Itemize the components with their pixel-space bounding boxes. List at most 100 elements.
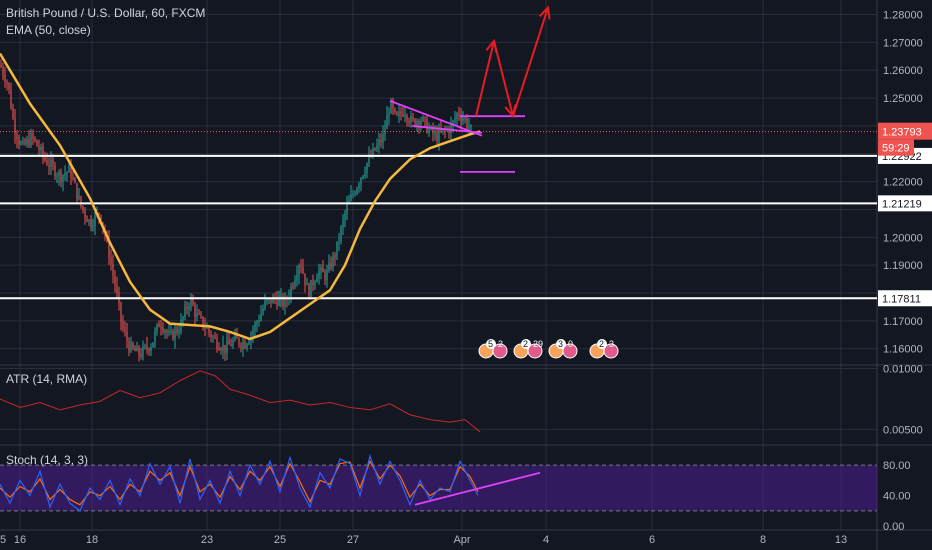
candle-body — [196, 313, 198, 317]
candle-body — [264, 300, 266, 309]
support-price-tag — [878, 195, 932, 212]
event-marker-bubble — [486, 339, 496, 349]
candle-body — [344, 212, 346, 220]
candle-body — [154, 331, 156, 343]
candle-body — [416, 120, 418, 126]
candle-body — [222, 344, 224, 351]
candle-body — [394, 108, 396, 113]
candle-body — [34, 137, 36, 141]
event-marker-count: 2 — [523, 339, 528, 349]
time-axis-tick: Apr — [453, 534, 470, 546]
candle-body — [246, 344, 248, 349]
candle-body — [182, 316, 184, 320]
candle-body — [26, 139, 28, 145]
stoch-axis-tick: 0.00 — [883, 521, 904, 533]
candle-body — [188, 306, 190, 309]
candle-body — [64, 173, 66, 176]
candle-body — [456, 113, 458, 119]
candle-body — [320, 267, 322, 271]
time-axis-tick: 25 — [274, 534, 286, 546]
candle-body — [460, 115, 462, 121]
candle-body — [142, 346, 144, 357]
candle-body — [280, 296, 282, 299]
candle-body — [28, 139, 30, 146]
candle-body — [86, 217, 88, 223]
candle-body — [382, 133, 384, 143]
event-marker-flag — [492, 343, 508, 359]
candle-body — [372, 148, 374, 157]
event-marker-plus: 29 — [533, 339, 543, 349]
candle-body — [422, 117, 424, 121]
candle-body — [304, 273, 306, 286]
candle-body — [392, 100, 394, 109]
candle-body — [204, 327, 206, 329]
candle-body — [22, 140, 24, 144]
candle-body — [308, 284, 310, 297]
event-marker-plus: 3 — [609, 339, 614, 349]
candle-body — [348, 200, 350, 205]
candle-body — [90, 219, 92, 228]
candle-body — [268, 298, 270, 301]
candle-body — [80, 196, 82, 206]
candle-body — [468, 127, 470, 129]
candle-body — [150, 347, 152, 352]
event-marker-bubble — [597, 339, 607, 349]
candle-body — [432, 126, 434, 134]
candle-body — [112, 263, 114, 275]
candle-body — [330, 262, 332, 268]
candle-body — [338, 241, 340, 243]
candle-body — [58, 171, 60, 177]
candle-body — [98, 212, 100, 216]
candle-body — [68, 166, 70, 173]
candle-body — [414, 119, 416, 126]
candle-body — [114, 274, 116, 286]
candle-body — [120, 302, 122, 322]
candle-body — [298, 265, 300, 276]
event-marker-bubble — [556, 339, 566, 349]
candle-body — [2, 67, 4, 76]
price-axis-tick: 1.19000 — [883, 260, 923, 272]
candle-body — [156, 324, 158, 332]
candle-body — [140, 355, 142, 357]
candle-body — [402, 113, 404, 116]
time-axis-tick: 27 — [347, 534, 359, 546]
candle-body — [92, 226, 94, 228]
candle-body — [148, 348, 150, 352]
candle-body — [326, 270, 328, 281]
candle-body — [178, 331, 180, 333]
candle-body — [74, 178, 76, 184]
price-axis-tick: 1.25000 — [883, 93, 923, 105]
candle-body — [452, 121, 454, 124]
projection-arrowhead — [538, 5, 551, 20]
stoch-axis-tick: 80.00 — [883, 460, 911, 472]
candle-body — [450, 123, 452, 133]
candle-body — [52, 160, 54, 166]
ema-legend: EMA (50, close) — [6, 23, 91, 37]
candle-body — [100, 215, 102, 222]
candle-body — [136, 346, 138, 352]
event-marker-count: 2 — [599, 339, 604, 349]
candles — [0, 59, 472, 362]
candle-body — [32, 133, 34, 138]
event-marker-flag — [562, 343, 578, 359]
candle-body — [72, 178, 74, 180]
candle-body — [216, 338, 218, 349]
candle-body — [380, 139, 382, 143]
price-axis-tick: 1.26000 — [883, 65, 923, 77]
candle-body — [276, 298, 278, 306]
price-axis-tick: 1.22000 — [883, 177, 923, 189]
candle-body — [8, 82, 10, 90]
candle-body — [218, 348, 220, 350]
candle-body — [292, 286, 294, 288]
candle-body — [362, 175, 364, 179]
event-marker-flag — [603, 343, 619, 359]
time-axis-tick: 4 — [543, 534, 549, 546]
time-axis-tick: 16 — [14, 534, 26, 546]
candle-body — [404, 115, 406, 117]
candle-body — [448, 128, 450, 133]
candle-body — [252, 330, 254, 335]
stoch-trendline — [414, 471, 541, 506]
candle-body — [262, 308, 264, 314]
